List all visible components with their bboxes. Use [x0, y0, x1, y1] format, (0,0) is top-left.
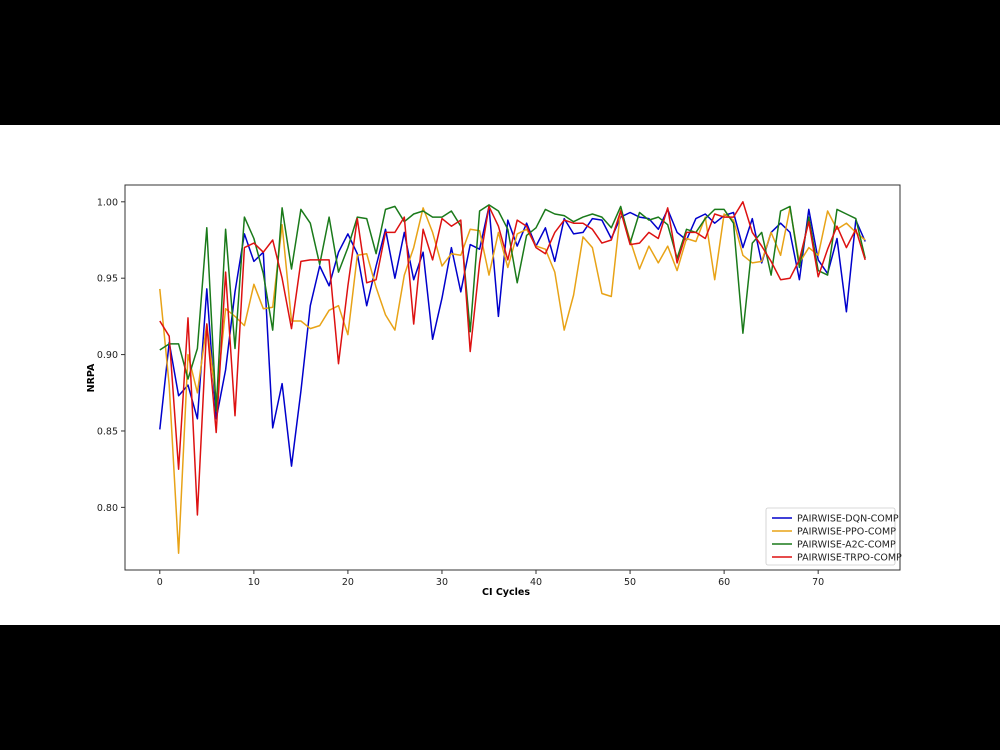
- series-lines: [159, 201, 866, 554]
- legend-label: PAIRWISE-DQN-COMP: [797, 514, 899, 525]
- x-axis-ticks: 0 10 20 30 40 50 60 70: [157, 570, 824, 588]
- y-tick-label: 1.00: [97, 197, 118, 208]
- y-tick-label: 0.80: [97, 503, 118, 514]
- legend-box: [765, 507, 896, 566]
- x-tick-label: 50: [624, 577, 636, 588]
- legend-item-a2c: PAIRWISE-A2C-COMP: [772, 540, 896, 551]
- x-tick-label: 40: [530, 577, 542, 588]
- y-axis-ticks: 0.80 0.85 0.90 0.95 1.00: [97, 197, 125, 514]
- y-tick-label: 0.95: [97, 274, 118, 285]
- series-line-pairwise-a2c-comp: [159, 204, 866, 412]
- series-line-pairwise-trpo-comp: [159, 201, 866, 516]
- y-tick-label: 0.90: [97, 350, 118, 361]
- legend-item-trpo: PAIRWISE-TRPO-COMP: [772, 553, 902, 564]
- legend: PAIRWISE-DQN-COMP PAIRWISE-PPO-COMP PAIR…: [765, 507, 902, 566]
- legend-label: PAIRWISE-A2C-COMP: [797, 540, 896, 551]
- legend-label: PAIRWISE-PPO-COMP: [797, 527, 896, 538]
- line-chart: 0.80 0.85 0.90 0.95 1.00 0 10 20 30 40 50 60 70 CI …: [86, 184, 902, 598]
- x-tick-label: 60: [718, 577, 730, 588]
- x-axis-label: CI Cycles: [482, 587, 530, 598]
- x-tick-label: 20: [342, 577, 354, 588]
- y-tick-label: 0.85: [97, 426, 118, 437]
- x-tick-label: 0: [157, 577, 163, 588]
- y-axis-label: NRPA: [86, 363, 97, 392]
- legend-item-dqn: PAIRWISE-DQN-COMP: [772, 514, 899, 525]
- series-line-pairwise-dqn-comp: [159, 205, 866, 467]
- figure: 0.80 0.85 0.90 0.95 1.00 0 10 20 30 40 50 60 70 CI …: [0, 125, 1000, 625]
- x-tick-label: 30: [436, 577, 448, 588]
- legend-label: PAIRWISE-TRPO-COMP: [797, 553, 902, 564]
- x-tick-label: 10: [248, 577, 260, 588]
- x-tick-label: 70: [812, 577, 824, 588]
- legend-item-ppo: PAIRWISE-PPO-COMP: [772, 527, 896, 538]
